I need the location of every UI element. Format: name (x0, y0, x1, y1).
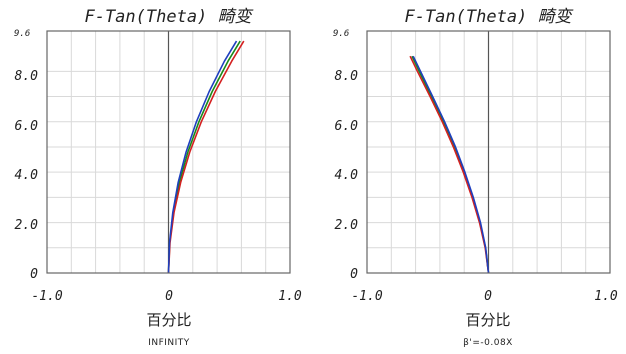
chart-right-ytick-8: 8.0 (335, 69, 359, 84)
chart-left-xtick-1: 1.0 (278, 289, 302, 304)
chart-left-xlabel: 百分比 (146, 311, 191, 329)
chart-left-series-1 (167, 40, 245, 273)
chart-left-xtick-0: 0 (165, 289, 173, 304)
chart-left-ytick-8: 8.0 (15, 69, 39, 84)
chart-right-ytick-4: 4.0 (335, 168, 359, 183)
chart-left-ytick-6: 6.0 (15, 119, 39, 134)
chart-right: F-Tan(Theta) 畸变 9.6 8.0 6.0 4.0 2.0 0 -1… (333, 7, 618, 348)
chart-right-curves (409, 55, 490, 273)
chart-right-subtitle: β'=-0.08X (463, 338, 513, 348)
chart-right-ytick-0: 0 (350, 267, 358, 282)
chart-right-series-0 (411, 55, 490, 273)
chart-right-ytick-top: 9.6 (333, 29, 349, 39)
chart-left-curves (167, 40, 245, 273)
chart-right-xtick-neg1: -1.0 (351, 289, 382, 304)
chart-right-series-2 (412, 55, 490, 273)
chart-right-series-1 (409, 55, 490, 273)
chart-left-ytick-2: 2.0 (15, 218, 39, 233)
chart-right-ytick-2: 2.0 (335, 218, 359, 233)
chart-left-plot-frame (46, 30, 291, 274)
chart-left-ytick-4: 4.0 (15, 168, 39, 183)
chart-left-series-2 (167, 40, 238, 273)
chart-left-subtitle: INFINITY (148, 338, 190, 348)
chart-right-ytick-6: 6.0 (335, 119, 359, 134)
chart-right-xtick-1: 1.0 (594, 289, 618, 304)
chart-left-series-0 (167, 40, 241, 273)
chart-right-xlabel: 百分比 (465, 311, 510, 329)
chart-right-xtick-0: 0 (484, 289, 492, 304)
chart-right-plot-frame (366, 30, 611, 274)
chart-right-title: F-Tan(Theta) 畸变 (404, 7, 573, 27)
chart-left-title: F-Tan(Theta) 畸变 (84, 7, 253, 27)
chart-left: F-Tan(Theta) 畸变 9.6 8.0 6.0 4.0 2.0 0 -1… (14, 7, 302, 348)
chart-left-xtick-neg1: -1.0 (31, 289, 62, 304)
chart-left-ytick-0: 0 (30, 267, 38, 282)
chart-left-ytick-top: 9.6 (14, 29, 30, 39)
